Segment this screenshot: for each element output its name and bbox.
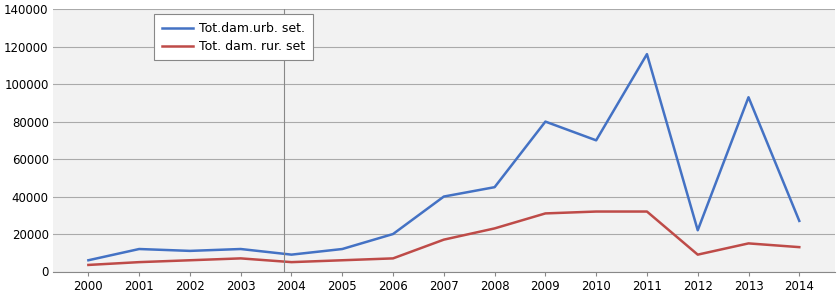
Legend: Tot.dam.urb. set., Tot. dam. rur. set: Tot.dam.urb. set., Tot. dam. rur. set — [154, 15, 313, 60]
Tot. dam. rur. set — [693, 253, 703, 256]
Tot. dam. rur. set — [134, 260, 144, 264]
Tot.dam.urb. set. — [540, 120, 550, 123]
Tot.dam.urb. set. — [83, 258, 93, 262]
Tot.dam.urb. set. — [743, 95, 753, 99]
Tot.dam.urb. set. — [388, 232, 398, 236]
Tot.dam.urb. set. — [134, 247, 144, 251]
Tot. dam. rur. set — [286, 260, 296, 264]
Tot. dam. rur. set — [388, 257, 398, 260]
Tot. dam. rur. set — [83, 263, 93, 267]
Tot.dam.urb. set. — [795, 219, 805, 223]
Tot.dam.urb. set. — [490, 185, 500, 189]
Tot.dam.urb. set. — [591, 139, 602, 142]
Tot. dam. rur. set — [743, 242, 753, 245]
Tot. dam. rur. set — [236, 257, 246, 260]
Tot. dam. rur. set — [439, 238, 449, 241]
Tot. dam. rur. set — [540, 212, 550, 215]
Tot.dam.urb. set. — [693, 228, 703, 232]
Line: Tot. dam. rur. set: Tot. dam. rur. set — [88, 211, 800, 265]
Tot.dam.urb. set. — [286, 253, 296, 256]
Tot. dam. rur. set — [185, 258, 195, 262]
Tot.dam.urb. set. — [236, 247, 246, 251]
Tot. dam. rur. set — [642, 210, 652, 213]
Tot. dam. rur. set — [795, 245, 805, 249]
Line: Tot.dam.urb. set.: Tot.dam.urb. set. — [88, 54, 800, 260]
Tot. dam. rur. set — [490, 227, 500, 230]
Tot.dam.urb. set. — [439, 195, 449, 198]
Tot.dam.urb. set. — [642, 52, 652, 56]
Tot. dam. rur. set — [337, 258, 347, 262]
Tot.dam.urb. set. — [337, 247, 347, 251]
Tot.dam.urb. set. — [185, 249, 195, 253]
Tot. dam. rur. set — [591, 210, 602, 213]
